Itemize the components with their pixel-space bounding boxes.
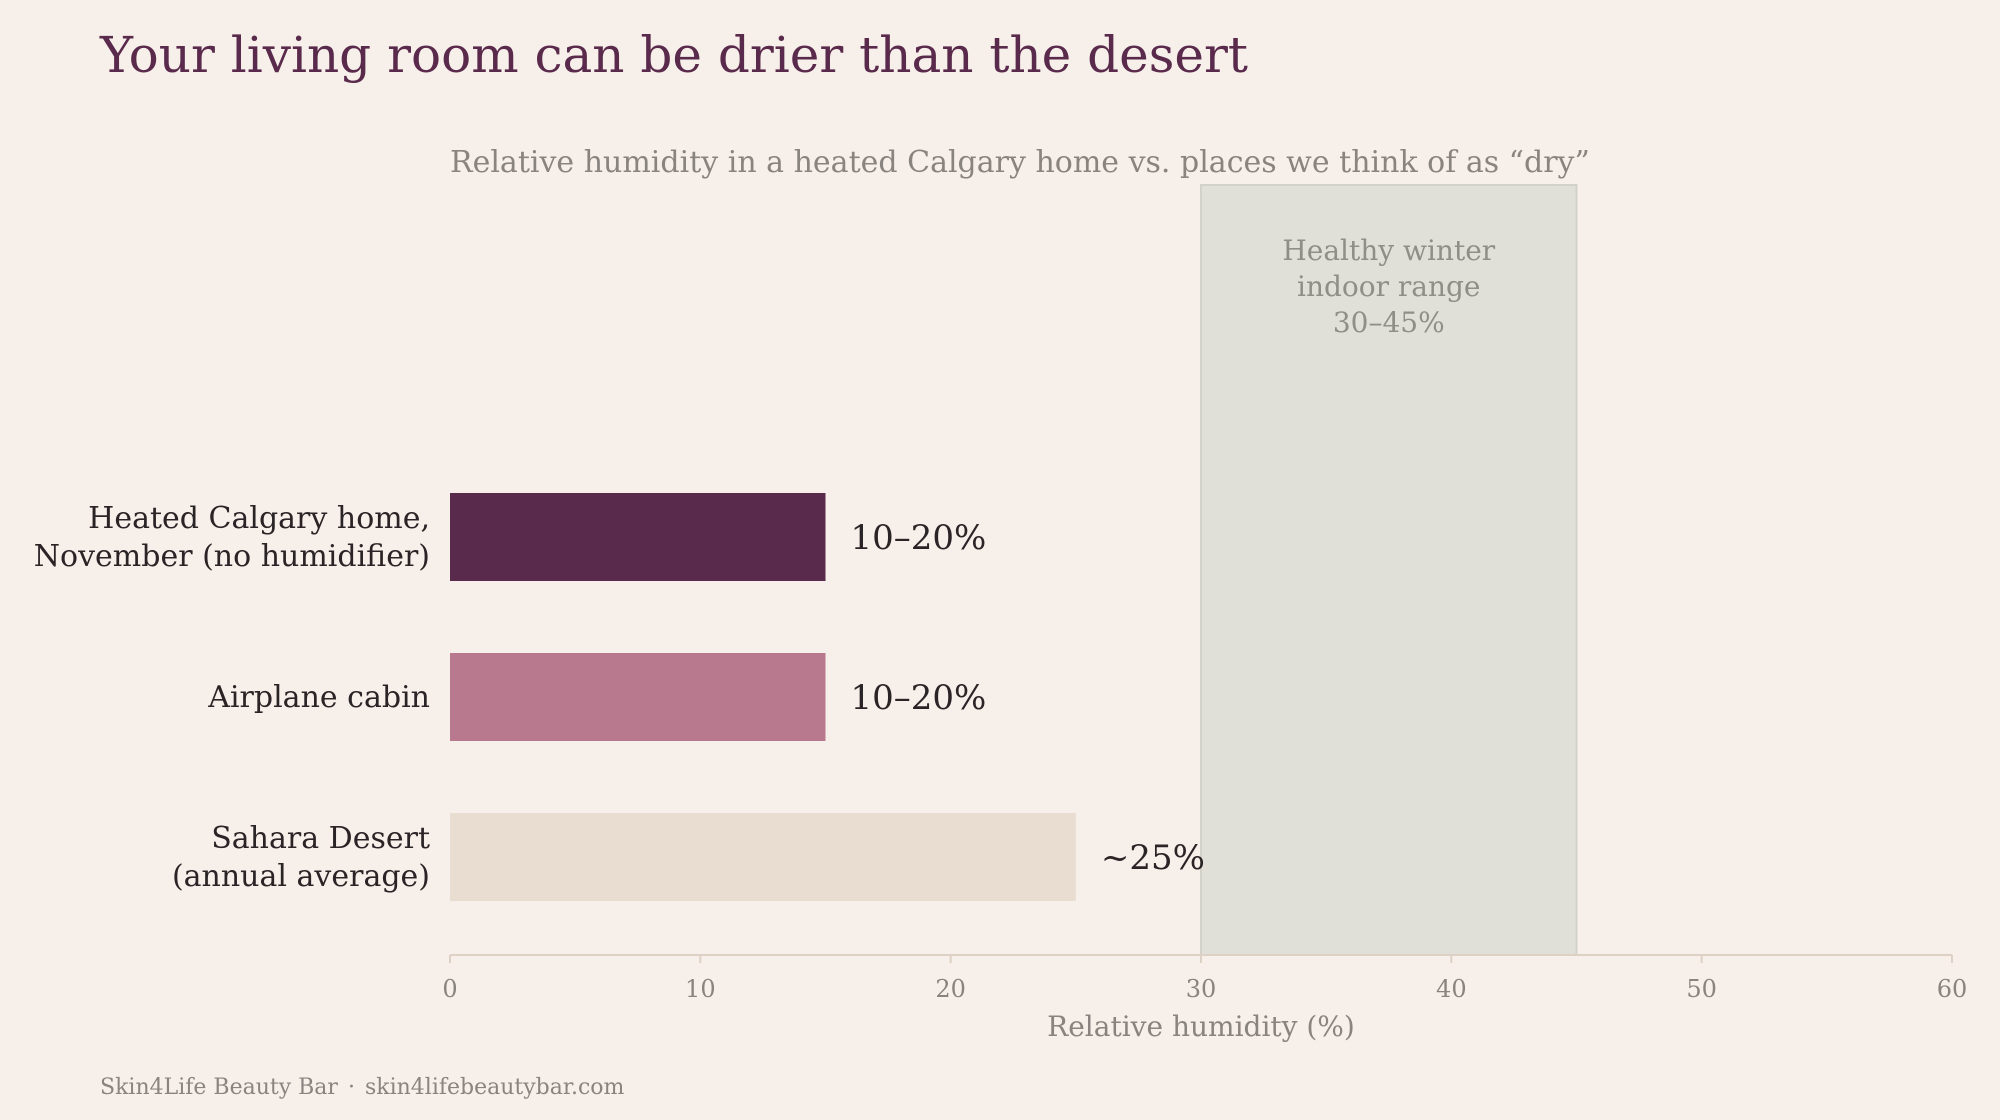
bar — [450, 813, 1076, 901]
footer-credit: Skin4Life Beauty Bar · skin4lifebeautybar.… — [100, 1075, 624, 1100]
x-tick-label: 30 — [1186, 975, 1217, 1003]
chart-title: Your living room can be drier than the d… — [100, 26, 1248, 84]
x-tick-label: 0 — [442, 975, 457, 1003]
x-tick-label: 10 — [685, 975, 716, 1003]
footer-separator: · — [347, 1075, 355, 1100]
bar-value-label: 10–20% — [851, 518, 987, 558]
reference-band-label: 30–45% — [1333, 306, 1445, 339]
footer-url: skin4lifebeautybar.com — [364, 1075, 625, 1100]
bar — [450, 493, 826, 581]
category-label: Heated Calgary home, — [88, 501, 430, 536]
category-label: (annual average) — [172, 859, 430, 894]
x-tick-label: 40 — [1436, 975, 1467, 1003]
x-tick-label: 60 — [1937, 975, 1968, 1003]
x-axis-title: Relative humidity (%) — [1047, 1010, 1355, 1043]
category-label: Airplane cabin — [207, 680, 430, 715]
x-tick-label: 50 — [1686, 975, 1717, 1003]
footer-brand: Skin4Life Beauty Bar — [100, 1075, 338, 1100]
reference-band — [1200, 184, 1578, 956]
category-label: November (no humidifier) — [34, 539, 430, 574]
reference-band-label: Healthy winter — [1282, 234, 1495, 267]
category-label: Sahara Desert — [211, 821, 430, 856]
reference-band-label: indoor range — [1297, 270, 1481, 303]
bar-value-label: 10–20% — [851, 678, 987, 718]
bar-value-label: ~25% — [1101, 838, 1205, 878]
bar — [450, 653, 826, 741]
chart-subtitle: Relative humidity in a heated Calgary ho… — [450, 145, 1590, 180]
x-tick-label: 20 — [935, 975, 966, 1003]
